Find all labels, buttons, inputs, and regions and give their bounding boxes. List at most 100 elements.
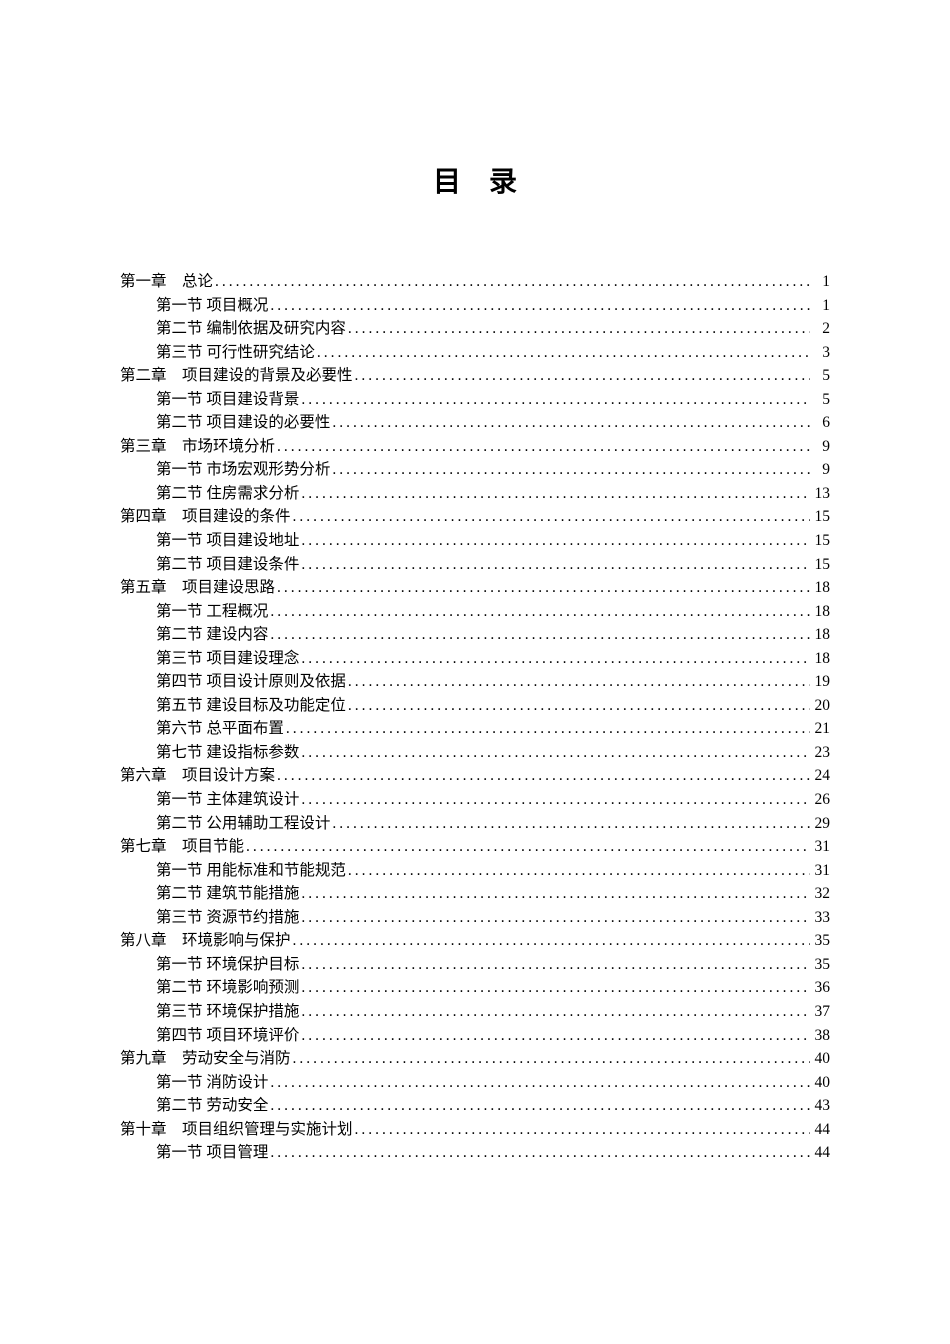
toc-entry: 第一节 主体建筑设计 26 bbox=[120, 788, 830, 812]
toc-entry: 第一节 用能标准和节能规范31 bbox=[120, 859, 830, 883]
toc-entry-label: 第八章 环境影响与保护 bbox=[120, 929, 291, 953]
toc-entry-label: 第一节 工程概况 bbox=[156, 600, 268, 624]
toc-entry-page: 2 bbox=[810, 317, 830, 341]
toc-entry: 第一节 项目建设背景5 bbox=[120, 388, 830, 412]
toc-entry-page: 3 bbox=[810, 341, 830, 365]
toc-entry-label: 第三节 资源节约措施 bbox=[156, 906, 299, 930]
toc-entry: 第六节 总平面布置21 bbox=[120, 717, 830, 741]
toc-entry-page: 6 bbox=[810, 411, 830, 435]
toc-entry-label: 第二节 编制依据及研究内容 bbox=[156, 317, 346, 341]
toc-entry-page: 31 bbox=[810, 835, 830, 859]
toc-entry-page: 18 bbox=[810, 576, 830, 600]
toc-entry: 第一节 项目建设地址15 bbox=[120, 529, 830, 553]
toc-entry: 第四节 项目设计原则及依据19 bbox=[120, 670, 830, 694]
toc-entry-label: 第四节 项目环境评价 bbox=[156, 1024, 299, 1048]
toc-entry-label: 第一节 用能标准和节能规范 bbox=[156, 859, 346, 883]
toc-dots bbox=[299, 741, 810, 765]
toc-entry: 第三节 资源节约措施33 bbox=[120, 906, 830, 930]
toc-dots bbox=[299, 553, 810, 577]
toc-dots bbox=[346, 694, 810, 718]
toc-dots bbox=[299, 953, 810, 977]
toc-entry: 第八章 环境影响与保护35 bbox=[120, 929, 830, 953]
toc-entry-page: 23 bbox=[810, 741, 830, 765]
toc-dots bbox=[291, 1047, 810, 1071]
toc-entry-label: 第二节 建筑节能措施 bbox=[156, 882, 299, 906]
toc-entry-label: 第四章 项目建设的条件 bbox=[120, 505, 291, 529]
toc-dots bbox=[268, 294, 810, 318]
toc-entry: 第二节 编制依据及研究内容 2 bbox=[120, 317, 830, 341]
toc-entry-page: 5 bbox=[810, 364, 830, 388]
toc-dots bbox=[346, 859, 810, 883]
toc-dots bbox=[299, 882, 810, 906]
toc-entry-label: 第一节 项目概况 bbox=[156, 294, 268, 318]
toc-dots bbox=[330, 812, 810, 836]
toc-entry-label: 第一章 总论 bbox=[120, 270, 213, 294]
toc-entry-label: 第六章 项目设计方案 bbox=[120, 764, 275, 788]
toc-list: 第一章 总论1第一节 项目概况1第二节 编制依据及研究内容2第三节 可行性研究结… bbox=[120, 270, 830, 1165]
toc-entry: 第九章 劳动安全与消防40 bbox=[120, 1047, 830, 1071]
toc-dots bbox=[299, 906, 810, 930]
toc-dots bbox=[299, 482, 810, 506]
toc-entry: 第一节 市场宏观形势分析 9 bbox=[120, 458, 830, 482]
toc-entry-page: 44 bbox=[810, 1141, 830, 1165]
toc-entry-label: 第九章 劳动安全与消防 bbox=[120, 1047, 291, 1071]
toc-entry: 第四章 项目建设的条件15 bbox=[120, 505, 830, 529]
toc-entry: 第二节 住房需求分析13 bbox=[120, 482, 830, 506]
toc-entry-page: 36 bbox=[810, 976, 830, 1000]
toc-dots bbox=[291, 505, 810, 529]
toc-dots bbox=[268, 600, 810, 624]
toc-entry-page: 18 bbox=[810, 600, 830, 624]
toc-dots bbox=[284, 717, 810, 741]
toc-dots bbox=[299, 788, 810, 812]
toc-entry: 第二节 项目建设的必要性6 bbox=[120, 411, 830, 435]
toc-entry-page: 26 bbox=[810, 788, 830, 812]
toc-entry-label: 第四节 项目设计原则及依据 bbox=[156, 670, 346, 694]
toc-entry: 第十章 项目组织管理与实施计划44 bbox=[120, 1118, 830, 1142]
toc-entry: 第一节 环境保护目标35 bbox=[120, 953, 830, 977]
toc-entry-page: 32 bbox=[810, 882, 830, 906]
toc-entry: 第七节 建设指标参数23 bbox=[120, 741, 830, 765]
toc-entry-page: 9 bbox=[810, 458, 830, 482]
toc-entry: 第二节 项目建设条件 15 bbox=[120, 553, 830, 577]
toc-title: 目录 bbox=[120, 160, 830, 200]
toc-entry: 第一章 总论1 bbox=[120, 270, 830, 294]
toc-entry-page: 13 bbox=[810, 482, 830, 506]
toc-entry: 第三节 项目建设理念18 bbox=[120, 647, 830, 671]
toc-entry-page: 15 bbox=[810, 529, 830, 553]
toc-entry-page: 15 bbox=[810, 553, 830, 577]
toc-dots bbox=[275, 576, 810, 600]
toc-entry-page: 18 bbox=[810, 623, 830, 647]
toc-dots bbox=[299, 1000, 810, 1024]
toc-entry-label: 第三节 可行性研究结论 bbox=[156, 341, 315, 365]
toc-entry-label: 第二节 项目建设条件 bbox=[156, 553, 299, 577]
toc-entry-page: 44 bbox=[810, 1118, 830, 1142]
toc-entry-label: 第二节 劳动安全 bbox=[156, 1094, 268, 1118]
toc-entry-page: 18 bbox=[810, 647, 830, 671]
toc-dots bbox=[299, 1024, 810, 1048]
toc-entry: 第三节 环境保护措施37 bbox=[120, 1000, 830, 1024]
toc-entry-label: 第一节 市场宏观形势分析 bbox=[156, 458, 330, 482]
toc-entry-label: 第一节 主体建筑设计 bbox=[156, 788, 299, 812]
toc-entry-label: 第一节 消防设计 bbox=[156, 1071, 268, 1095]
toc-dots bbox=[299, 647, 810, 671]
toc-dots bbox=[299, 976, 810, 1000]
toc-entry-page: 29 bbox=[810, 812, 830, 836]
toc-entry: 第七章 项目节能31 bbox=[120, 835, 830, 859]
toc-dots bbox=[330, 411, 810, 435]
toc-entry: 第二节 环境影响预测36 bbox=[120, 976, 830, 1000]
toc-dots bbox=[268, 1141, 810, 1165]
toc-entry-label: 第二章 项目建设的背景及必要性 bbox=[120, 364, 353, 388]
toc-entry-page: 20 bbox=[810, 694, 830, 718]
toc-entry-page: 9 bbox=[810, 435, 830, 459]
toc-entry: 第五章 项目建设思路18 bbox=[120, 576, 830, 600]
toc-dots bbox=[315, 341, 810, 365]
toc-entry: 第三章 市场环境分析9 bbox=[120, 435, 830, 459]
toc-dots bbox=[330, 458, 810, 482]
toc-dots bbox=[346, 670, 810, 694]
toc-entry: 第二节 建设内容 18 bbox=[120, 623, 830, 647]
toc-entry: 第二章 项目建设的背景及必要性 5 bbox=[120, 364, 830, 388]
toc-dots bbox=[268, 1071, 810, 1095]
toc-entry: 第一节 工程概况 18 bbox=[120, 600, 830, 624]
toc-entry-page: 35 bbox=[810, 953, 830, 977]
toc-entry-label: 第二节 建设内容 bbox=[156, 623, 268, 647]
